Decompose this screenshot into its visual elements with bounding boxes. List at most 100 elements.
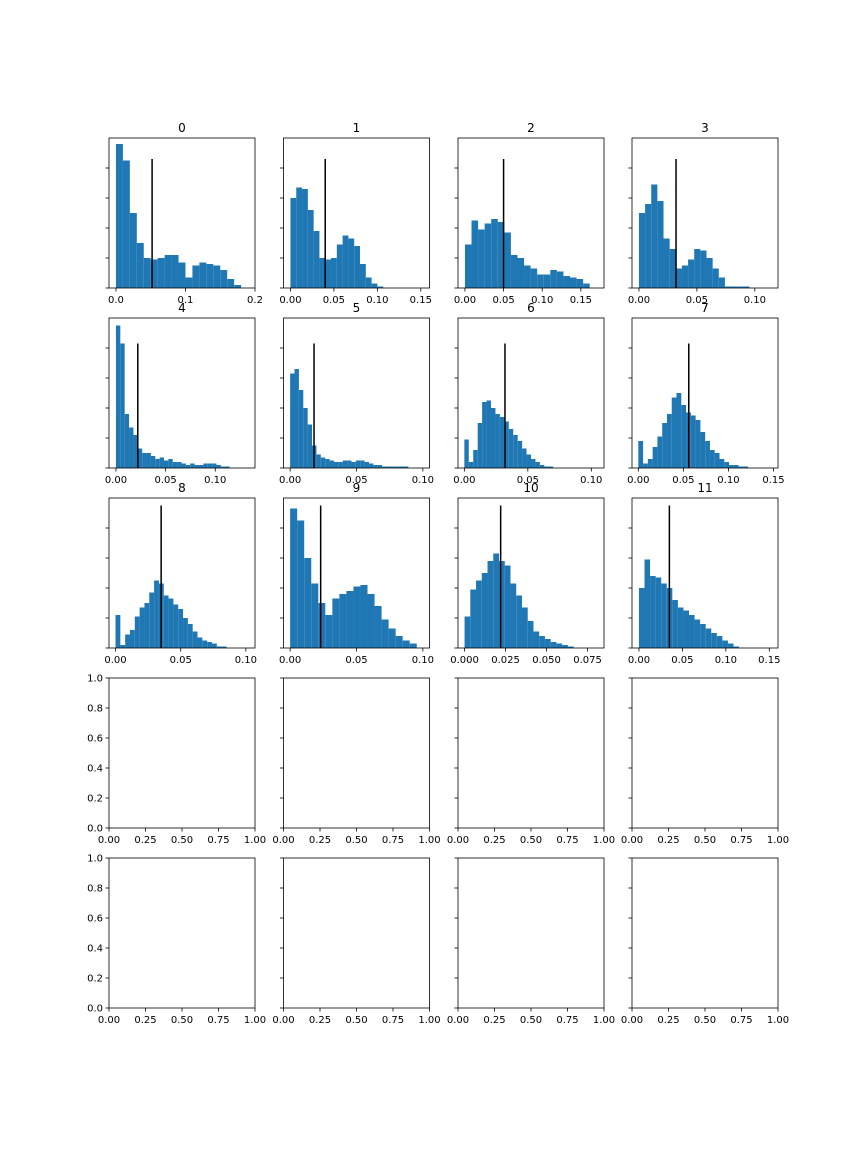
histogram-bar <box>700 250 707 288</box>
x-tick-label: 0.00 <box>98 835 120 846</box>
subplot-16: 0.00 0.25 0.50 0.75 1.00 0.0 0.2 0.4 0.6 0.8 1.0 <box>87 854 266 1027</box>
subplot-title: 1 <box>353 121 361 135</box>
x-tick-label: 0.00 <box>453 475 475 486</box>
x-tick-label: 0.025 <box>491 655 520 666</box>
histogram-bar <box>183 618 188 648</box>
x-tick-label: 0.05 <box>671 655 693 666</box>
x-tick-label: 1.00 <box>767 835 789 846</box>
x-tick-label: 0.0 <box>108 295 124 306</box>
histogram-bar <box>733 646 740 648</box>
histogram-bar <box>718 277 725 288</box>
subplot-6: 6 0.00 0.05 0.10 <box>453 301 605 486</box>
histogram-bar <box>743 466 749 468</box>
x-tick-label: 0.75 <box>207 835 229 846</box>
histogram-bar <box>727 643 734 648</box>
y-tick-label: 0.6 <box>87 914 103 925</box>
histogram-bar <box>325 459 330 468</box>
histogram-bar <box>197 637 203 648</box>
x-tick-label: 0.15 <box>410 295 432 306</box>
x-tick-label: 0.50 <box>520 835 542 846</box>
histogram-bar <box>181 463 186 468</box>
subplot-19: 0.00 0.25 0.50 0.75 1.00 <box>621 857 789 1026</box>
histogram-bar <box>671 397 677 468</box>
x-tick-label: 0.00 <box>272 1015 294 1026</box>
histogram-bar <box>225 466 230 468</box>
x-tick-label: 0.50 <box>171 1015 193 1026</box>
subplot-title: 4 <box>178 301 186 315</box>
x-tick-label: 0.05 <box>323 295 345 306</box>
axes-frame <box>457 137 605 289</box>
histogram-bar <box>331 258 337 288</box>
histogram-bar <box>666 414 672 468</box>
x-tick-label: 0.75 <box>556 1015 578 1026</box>
histogram-bar <box>535 462 540 468</box>
x-tick-label: 0.75 <box>207 1015 229 1026</box>
histogram-bar <box>336 244 343 288</box>
histogram-bar <box>731 286 738 288</box>
histogram-bar <box>468 462 474 468</box>
histogram-bar <box>527 621 534 648</box>
y-tick-label: 0.2 <box>87 794 103 805</box>
histogram-bar <box>524 265 531 288</box>
histogram-bar <box>464 244 472 288</box>
histogram-bar <box>139 607 145 648</box>
subplot-title: 8 <box>178 481 186 495</box>
histogram-bar <box>187 624 193 648</box>
histogram-bar <box>706 258 713 288</box>
histogram-bar <box>354 246 361 288</box>
histogram-bar <box>192 631 198 648</box>
histogram-bar <box>464 616 471 648</box>
x-tick-label: 0.00 <box>272 835 294 846</box>
histogram-bar <box>304 558 312 648</box>
histogram-bar <box>478 229 485 288</box>
x-tick-label: 0.75 <box>730 1015 752 1026</box>
histogram-bar <box>212 463 217 468</box>
x-tick-label: 0.00 <box>628 655 650 666</box>
histogram-bar <box>688 259 695 288</box>
axes-frame <box>108 857 256 1009</box>
x-tick-label: 0.00 <box>621 1015 643 1026</box>
histogram-bar <box>695 420 701 468</box>
subplot-title: 0 <box>178 121 186 135</box>
histogram-bar <box>207 463 213 468</box>
subplot-3: 3 0.00 0.05 0.10 <box>628 121 779 306</box>
histogram-bar <box>663 238 670 288</box>
histogram-bar <box>526 454 531 468</box>
histogram-bar <box>339 594 347 648</box>
x-tick-label: 1.00 <box>418 1015 440 1026</box>
y-tick-label: 1.0 <box>87 854 103 865</box>
histogram-bar <box>724 286 732 288</box>
histogram-bar <box>294 369 299 468</box>
histogram-bar <box>669 249 676 288</box>
histogram-bar <box>651 184 658 288</box>
x-tick-label: 0.00 <box>447 835 469 846</box>
histogram-bar <box>207 642 212 648</box>
histogram-bar <box>504 421 509 468</box>
x-tick-label: 0.15 <box>570 295 592 306</box>
histogram-bar <box>163 595 169 648</box>
histogram-bar <box>157 258 165 288</box>
histogram-bar <box>548 466 554 468</box>
histogram-bar <box>178 262 186 288</box>
subplot-5: 5 0.00 0.05 0.10 <box>279 301 434 486</box>
x-tick-label: 0.25 <box>134 1015 156 1026</box>
histogram-bar <box>556 271 564 288</box>
histogram-bar <box>522 448 527 468</box>
x-tick-label: 0.50 <box>520 1015 542 1026</box>
subplot-title: 10 <box>523 481 538 495</box>
histogram-bar <box>722 640 728 648</box>
histogram-bar <box>120 645 126 648</box>
histogram-bar <box>216 465 221 468</box>
histogram-bar <box>499 561 505 648</box>
x-tick-label: 0.10 <box>744 295 766 306</box>
histogram-bar <box>464 439 469 468</box>
histogram-bar <box>533 631 540 648</box>
histogram-bar <box>290 508 298 648</box>
x-tick-label: 0.10 <box>412 475 434 486</box>
x-tick-label: 0.05 <box>170 655 192 666</box>
histogram-bar <box>325 615 333 648</box>
histogram-bar <box>390 466 396 468</box>
x-tick-label: 0.50 <box>171 835 193 846</box>
axes-frame <box>108 677 256 829</box>
histogram-bar <box>216 646 222 648</box>
